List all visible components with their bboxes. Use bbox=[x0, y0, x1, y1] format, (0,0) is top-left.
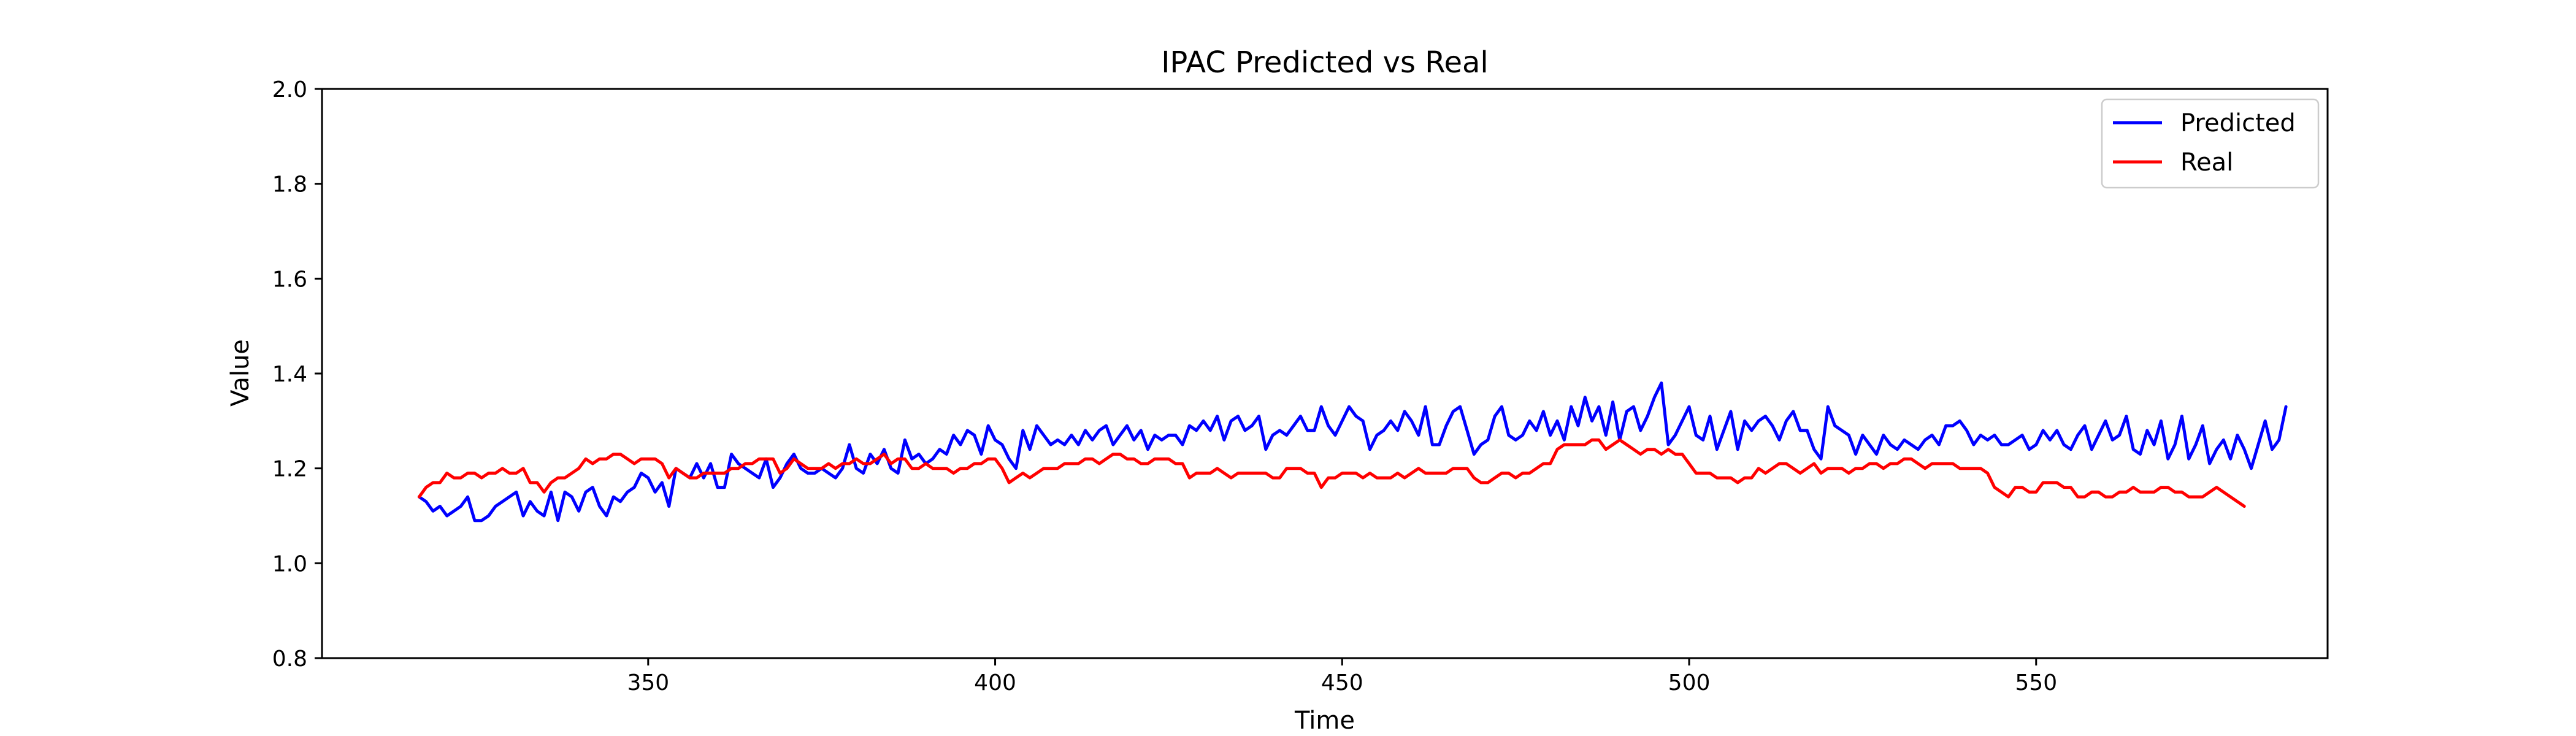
y-tick-label: 1.8 bbox=[272, 172, 307, 197]
x-tick-label: 500 bbox=[1668, 670, 1711, 696]
legend-label-predicted: Predicted bbox=[2180, 109, 2296, 137]
x-tick-label: 350 bbox=[627, 670, 669, 696]
x-axis-title: Time bbox=[1294, 707, 1355, 735]
y-tick-label: 2.0 bbox=[272, 77, 307, 102]
series-line-real bbox=[417, 438, 2246, 508]
y-tick-label: 1.2 bbox=[272, 457, 307, 482]
x-tick-label: 400 bbox=[974, 670, 1016, 696]
legend-label-real: Real bbox=[2180, 148, 2233, 177]
y-tick-label: 0.8 bbox=[272, 646, 307, 672]
y-tick-label: 1.4 bbox=[272, 362, 307, 387]
x-tick-label: 550 bbox=[2015, 670, 2057, 696]
y-tick-label: 1.6 bbox=[272, 267, 307, 292]
series-line-predicted bbox=[417, 381, 2288, 523]
chart-title: IPAC Predicted vs Real bbox=[1161, 45, 1489, 80]
plot-layer: 350 400 450 500 550 0.8 1.0 1.2 1.4 1.6 1.8 2.0 Pred… bbox=[272, 77, 2329, 696]
y-tick-label: 1.0 bbox=[272, 551, 307, 577]
y-axis-title: Value bbox=[226, 339, 255, 407]
x-tick-label: 450 bbox=[1321, 670, 1363, 696]
